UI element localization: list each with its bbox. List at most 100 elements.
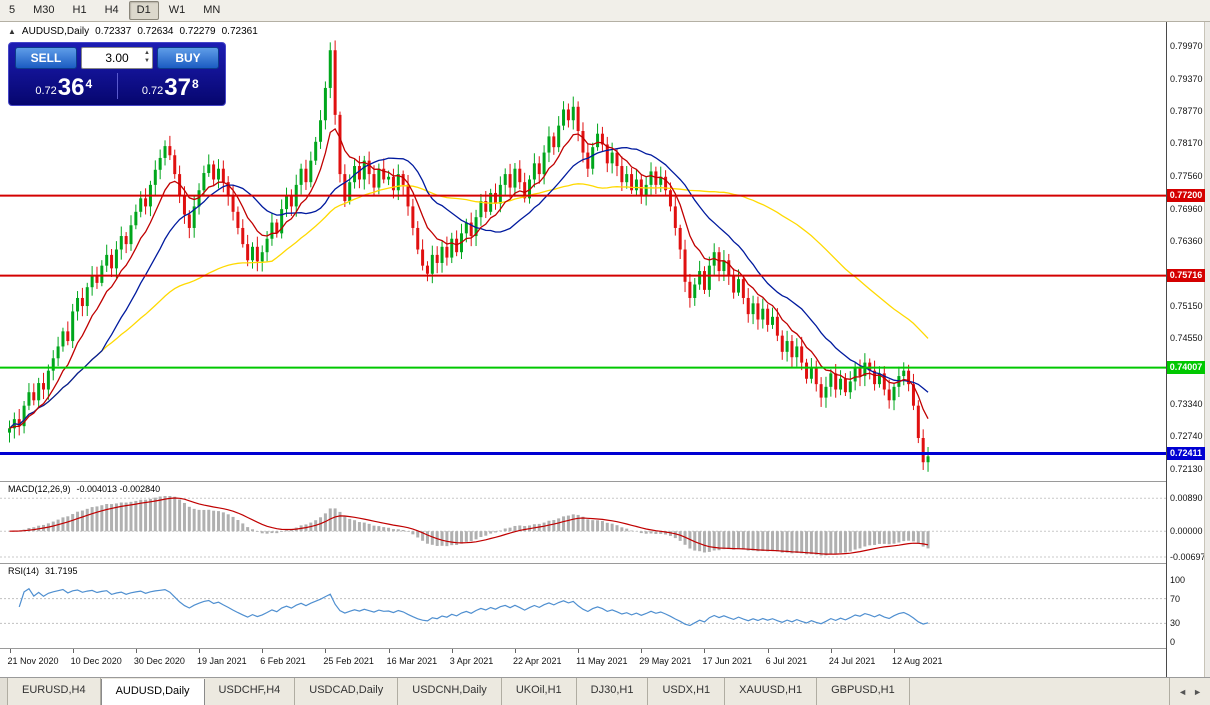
timeframe-button-MN[interactable]: MN	[203, 4, 221, 16]
price-tick-label: 0.76360	[1170, 235, 1203, 246]
date-label: 16 Mar 2021	[386, 656, 438, 666]
spin-up-icon[interactable]: ▲	[144, 50, 150, 56]
price-tick-label: 0.77560	[1170, 171, 1203, 182]
sell-price-big: 36	[57, 74, 85, 101]
sell-price-prefix: 0.72	[35, 85, 57, 97]
rsi-value: 31.7195	[45, 566, 78, 576]
chart-region: ▲ AUDUSD,Daily 0.72337 0.72634 0.72279 0…	[0, 22, 1210, 677]
price-line-tag: 0.77200	[1167, 189, 1205, 203]
date-tick	[514, 649, 516, 653]
tab-scroll-controls: ◄ ►	[1169, 678, 1210, 705]
tab-XAUUSD-H1[interactable]: XAUUSD,H1	[725, 678, 818, 705]
date-label: 6 Feb 2021	[260, 656, 306, 666]
date-tick	[72, 649, 74, 653]
buy-price-prefix: 0.72	[141, 85, 164, 97]
price-line-tag: 0.75716	[1167, 269, 1205, 283]
panel-separator[interactable]	[0, 563, 1204, 564]
date-label: 25 Feb 2021	[323, 656, 374, 666]
date-label: 24 Jul 2021	[828, 656, 876, 666]
date-label: 3 Apr 2021	[449, 656, 494, 666]
timeframe-button-5[interactable]: 5	[9, 4, 16, 16]
tab-AUDUSD-Daily[interactable]: AUDUSD,Daily	[100, 679, 205, 705]
timeframe-button-M30[interactable]: M30	[33, 4, 55, 16]
date-tick	[767, 649, 769, 653]
rsi-tick-label: 0	[1170, 637, 1176, 647]
one-click-trading-panel: SELL 3.00 ▲ ▼ BUY 0.72 36 4	[8, 42, 226, 106]
macd-tick-label: 0.00000	[1170, 526, 1203, 537]
date-tick	[262, 649, 264, 653]
one-click-toggle-icon[interactable]: ▲	[8, 27, 16, 36]
date-tick	[451, 649, 453, 653]
timeframe-button-H1[interactable]: H1	[72, 4, 87, 16]
date-label: 22 Apr 2021	[512, 656, 562, 666]
panel-separator[interactable]	[0, 481, 1204, 482]
price-line-tag: 0.74007	[1167, 361, 1205, 375]
date-tick	[641, 649, 643, 653]
price-open: 0.72337	[95, 26, 132, 37]
date-label: 30 Dec 2020	[133, 656, 185, 666]
tab-DJ30-H1[interactable]: DJ30,H1	[577, 678, 649, 705]
date-tick	[199, 649, 201, 653]
macd-values: -0.004013 -0.002840	[76, 484, 161, 494]
date-label: 12 Aug 2021	[892, 656, 943, 666]
tab-scroll-right-icon[interactable]: ►	[1193, 686, 1202, 697]
price-axis: 0.79970 0.79370 0.78770 0.78170 0.77560 0.769…	[1166, 22, 1206, 677]
price-tick-label: 0.72130	[1170, 463, 1203, 474]
date-tick	[578, 649, 580, 653]
volume-value: 3.00	[105, 51, 129, 65]
date-tick	[704, 649, 706, 653]
macd-tick-label: 0.00890	[1170, 493, 1203, 504]
tab-UKOil-H1[interactable]: UKOil,H1	[502, 678, 577, 705]
tab-scroll-left-icon[interactable]: ◄	[1178, 686, 1188, 697]
buy-price-sup: 8	[191, 77, 199, 91]
date-label: 11 May 2021	[576, 656, 628, 666]
date-label: 19 Jan 2021	[197, 656, 247, 666]
volume-spinner[interactable]: ▲ ▼	[144, 49, 150, 65]
date-tick	[9, 649, 11, 653]
tab-EURUSD-H4[interactable]: EURUSD,H4	[8, 678, 101, 705]
date-label: 17 Jun 2021	[702, 656, 753, 666]
date-axis: 21 Nov 2020 10 Dec 2020 30 Dec 2020 19 Jan …	[0, 649, 1166, 677]
timeframe-button-W1[interactable]: W1	[168, 4, 186, 16]
price-close: 0.72361	[221, 26, 258, 37]
price-tick-label: 0.79370	[1170, 73, 1203, 84]
sell-price[interactable]: 0.72 36 4	[15, 71, 113, 101]
chart-title: ▲ AUDUSD,Daily 0.72337 0.72634 0.72279 0…	[8, 26, 258, 37]
rsi-label: RSI(14)	[8, 566, 40, 576]
rsi-tick-label: 30	[1170, 618, 1181, 629]
date-label: 6 Jul 2021	[765, 656, 808, 666]
date-label: 21 Nov 2020	[7, 656, 59, 666]
tab-GBPUSD-H1[interactable]: GBPUSD,H1	[817, 678, 910, 705]
date-tick	[388, 649, 390, 653]
rsi-indicator-chart[interactable]	[0, 564, 1166, 648]
sell-price-sup: 4	[85, 77, 93, 91]
macd-tick-label: -0.00697	[1170, 552, 1206, 563]
rsi-tick-label: 100	[1170, 575, 1186, 585]
spin-down-icon[interactable]: ▼	[144, 58, 150, 64]
timeframe-button-H4[interactable]: H4	[104, 4, 119, 16]
buy-button[interactable]: BUY	[157, 47, 219, 69]
tab-USDCNH-Daily[interactable]: USDCNH,Daily	[398, 678, 502, 705]
date-tick	[325, 649, 327, 653]
timeframe-button-D1[interactable]: D1	[128, 1, 159, 20]
vertical-scrollbar[interactable]	[1204, 22, 1210, 677]
price-tick-label: 0.75150	[1170, 301, 1203, 312]
macd-indicator-chart[interactable]	[0, 482, 1166, 563]
candlestick-chart[interactable]	[0, 22, 1166, 481]
tab-USDX-H1[interactable]: USDX,H1	[648, 678, 726, 705]
price-line-tag: 0.72411	[1167, 447, 1205, 461]
price-divider	[116, 73, 118, 99]
tab-USDCHF-H4[interactable]: USDCHF,H4	[205, 678, 296, 705]
chart-tab-bar: EURUSD,H4 AUDUSD,Daily USDCHF,H4 USDCAD,Dai…	[0, 677, 1210, 705]
buy-price[interactable]: 0.72 37 8	[122, 71, 220, 101]
volume-input[interactable]: 3.00 ▲ ▼	[81, 47, 153, 69]
price-tick-label: 0.79970	[1170, 41, 1203, 52]
tab-USDCAD-Daily[interactable]: USDCAD,Daily	[295, 678, 399, 705]
macd-label-row: MACD(12,26,9) -0.004013 -0.002840	[8, 484, 160, 494]
sell-button[interactable]: SELL	[15, 47, 77, 69]
date-label: 10 Dec 2020	[70, 656, 122, 666]
price-low: 0.72279	[179, 26, 216, 37]
tabbar-grip	[0, 678, 8, 705]
price-high: 0.72634	[137, 26, 174, 37]
